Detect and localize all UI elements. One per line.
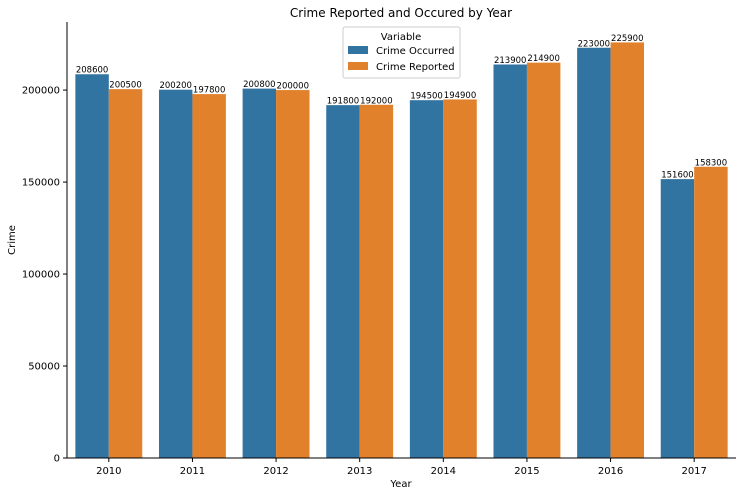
bar-reported-2014 <box>443 99 477 458</box>
bar-occurred-2012 <box>242 88 277 459</box>
chart-title: Crime Reported and Occured by Year <box>290 6 512 20</box>
bar-reported-2010 <box>108 89 143 459</box>
data-label-occurred-2016: 223000 <box>578 39 610 49</box>
data-label-reported-2015: 214900 <box>527 54 559 64</box>
data-label-reported-2017: 158300 <box>695 158 727 168</box>
data-label-occurred-2012: 200800 <box>243 80 275 90</box>
x-tick-label-2011: 2011 <box>180 466 205 477</box>
y-tick-label-0: 0 <box>54 454 60 465</box>
y-axis-title: Crime <box>7 225 18 255</box>
data-label-occurred-2014: 194500 <box>410 92 442 102</box>
y-ticks-group: 0 50000 100000 150000 200000 <box>22 86 67 465</box>
x-tick-label-2010: 2010 <box>96 466 121 477</box>
x-tick-label-2015: 2015 <box>514 466 539 477</box>
legend: Variable Crime Occurred Crime Reported <box>342 26 461 79</box>
bar-occurred-2016 <box>577 47 611 458</box>
bar-occurred-2015 <box>493 64 527 458</box>
y-tick-label-50000: 50000 <box>28 362 60 373</box>
bar-reported-2015 <box>526 62 561 458</box>
bars-group <box>75 42 728 459</box>
data-label-reported-2010: 200500 <box>109 81 141 91</box>
bar-reported-2017 <box>694 166 728 458</box>
x-axis-title: Year <box>389 479 412 490</box>
legend-frame <box>342 26 461 79</box>
legend-swatch-reported <box>348 62 368 70</box>
x-tick-label-2013: 2013 <box>347 466 372 477</box>
bar-occurred-2014 <box>409 100 444 458</box>
x-ticks-group: 2010 2011 2012 2013 2014 2015 2016 2017 <box>96 458 707 477</box>
legend-label-occurred: Crime Occurred <box>376 46 454 57</box>
legend-label-reported: Crime Reported <box>376 62 455 73</box>
bar-reported-2011 <box>192 94 226 458</box>
bar-reported-2013 <box>359 104 394 458</box>
bar-reported-2016 <box>610 42 645 458</box>
bar-reported-2012 <box>276 90 310 459</box>
data-label-occurred-2010: 208600 <box>76 66 108 76</box>
data-label-reported-2012: 200000 <box>277 82 309 92</box>
x-tick-label-2014: 2014 <box>431 466 456 477</box>
bar-occurred-2010 <box>75 74 109 459</box>
x-tick-label-2016: 2016 <box>598 466 623 477</box>
x-tick-label-2017: 2017 <box>681 466 706 477</box>
bar-occurred-2017 <box>660 179 695 458</box>
data-label-reported-2016: 225900 <box>611 34 643 44</box>
data-label-occurred-2011: 200200 <box>159 81 191 91</box>
y-tick-label-150000: 150000 <box>22 178 60 189</box>
data-label-reported-2013: 192000 <box>360 96 392 106</box>
data-label-occurred-2017: 151600 <box>661 171 693 181</box>
data-label-occurred-2015: 213900 <box>494 56 526 66</box>
y-tick-label-100000: 100000 <box>22 270 60 281</box>
legend-swatch-occurred <box>348 46 368 54</box>
data-label-reported-2011: 197800 <box>193 86 225 96</box>
bar-occurred-2011 <box>158 89 193 458</box>
x-tick-label-2012: 2012 <box>263 466 288 477</box>
data-label-reported-2014: 194900 <box>444 91 476 101</box>
data-label-occurred-2013: 191800 <box>327 97 359 107</box>
legend-title: Variable <box>381 32 422 43</box>
bar-occurred-2013 <box>326 105 360 458</box>
y-tick-label-200000: 200000 <box>22 86 60 97</box>
